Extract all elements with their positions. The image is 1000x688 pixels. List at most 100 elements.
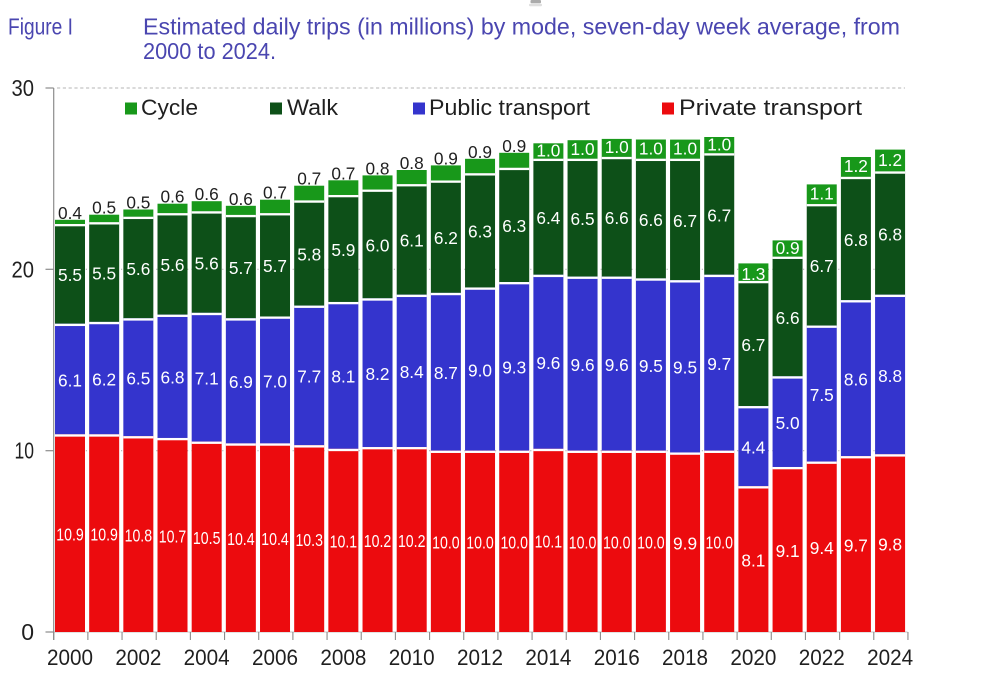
svg-text:2012: 2012: [457, 645, 503, 670]
svg-text:9.8: 9.8: [878, 534, 902, 554]
svg-text:5.6: 5.6: [195, 253, 219, 273]
svg-text:6.6: 6.6: [605, 208, 629, 228]
svg-text:0.8: 0.8: [366, 158, 390, 178]
svg-text:6.6: 6.6: [639, 210, 663, 230]
svg-text:7.0: 7.0: [263, 371, 287, 391]
svg-text:10.1: 10.1: [535, 532, 563, 552]
svg-text:10.0: 10.0: [500, 533, 528, 553]
svg-text:6.1: 6.1: [58, 370, 82, 390]
svg-text:0.6: 0.6: [161, 187, 185, 207]
svg-text:8.6: 8.6: [844, 369, 868, 389]
svg-text:20: 20: [12, 256, 35, 282]
svg-text:10.5: 10.5: [193, 528, 221, 548]
svg-text:10.0: 10.0: [466, 533, 494, 553]
svg-text:10.0: 10.0: [603, 533, 631, 553]
svg-text:10.1: 10.1: [330, 532, 358, 552]
svg-text:1.0: 1.0: [673, 138, 697, 158]
svg-text:5.9: 5.9: [331, 240, 355, 260]
svg-text:6.8: 6.8: [844, 230, 868, 250]
svg-text:0.9: 0.9: [502, 136, 526, 156]
svg-text:Figure I: Figure I: [8, 14, 73, 40]
svg-text:9.9: 9.9: [673, 534, 697, 554]
svg-text:5.8: 5.8: [297, 244, 321, 264]
svg-text:0.9: 0.9: [434, 148, 458, 168]
svg-text:5.6: 5.6: [161, 255, 185, 275]
svg-text:2004: 2004: [184, 645, 230, 670]
svg-text:6.7: 6.7: [741, 335, 765, 355]
svg-text:10.0: 10.0: [569, 533, 597, 553]
svg-text:6.2: 6.2: [434, 228, 458, 248]
svg-text:0.9: 0.9: [776, 238, 800, 258]
svg-text:10: 10: [15, 438, 35, 464]
svg-text:2020: 2020: [730, 645, 776, 670]
svg-text:10.0: 10.0: [637, 533, 665, 553]
svg-text:Cycle: Cycle: [141, 95, 198, 120]
svg-text:2008: 2008: [320, 645, 366, 670]
svg-text:0.4: 0.4: [58, 203, 82, 223]
svg-text:6.4: 6.4: [536, 208, 560, 228]
svg-text:7.5: 7.5: [810, 385, 834, 405]
svg-text:6.8: 6.8: [161, 368, 185, 388]
svg-text:1.2: 1.2: [844, 156, 868, 176]
svg-text:6.9: 6.9: [229, 372, 253, 392]
svg-text:9.6: 9.6: [571, 355, 595, 375]
svg-text:2016: 2016: [594, 645, 640, 670]
svg-text:6.5: 6.5: [126, 369, 150, 389]
svg-text:0.9: 0.9: [468, 142, 492, 162]
svg-text:6.1: 6.1: [400, 231, 424, 251]
svg-text:10.3: 10.3: [295, 530, 323, 550]
svg-text:10.9: 10.9: [56, 524, 84, 544]
svg-text:2018: 2018: [662, 645, 708, 670]
svg-text:Walk: Walk: [287, 95, 339, 120]
svg-text:5.7: 5.7: [263, 256, 287, 276]
svg-text:2000: 2000: [47, 645, 93, 670]
svg-text:2000 to 2024.: 2000 to 2024.: [143, 38, 276, 64]
svg-text:10.7: 10.7: [159, 526, 187, 546]
svg-text:10.4: 10.4: [227, 529, 255, 549]
svg-text:1.0: 1.0: [639, 138, 663, 158]
svg-text:1.0: 1.0: [605, 137, 629, 157]
svg-text:1.3: 1.3: [741, 264, 765, 284]
svg-text:7.1: 7.1: [195, 369, 219, 389]
svg-text:2006: 2006: [252, 645, 298, 670]
svg-text:7.7: 7.7: [297, 367, 321, 387]
svg-text:30: 30: [12, 75, 35, 101]
svg-text:6.3: 6.3: [468, 222, 492, 242]
svg-text:1.0: 1.0: [707, 134, 731, 154]
svg-text:6.7: 6.7: [707, 205, 731, 225]
svg-text:0.6: 0.6: [195, 184, 219, 204]
svg-text:0.7: 0.7: [297, 169, 321, 189]
svg-text:9.5: 9.5: [673, 358, 697, 378]
svg-text:Private transport: Private transport: [679, 95, 862, 120]
svg-text:8.1: 8.1: [741, 550, 765, 570]
svg-text:8.1: 8.1: [331, 367, 355, 387]
svg-text:1.2: 1.2: [878, 150, 902, 170]
svg-text:8.8: 8.8: [878, 366, 902, 386]
svg-text:9.5: 9.5: [639, 356, 663, 376]
svg-text:0.8: 0.8: [400, 153, 424, 173]
svg-text:9.6: 9.6: [605, 355, 629, 375]
svg-text:6.7: 6.7: [810, 256, 834, 276]
svg-text:10.0: 10.0: [705, 533, 733, 553]
svg-text:6.2: 6.2: [92, 369, 116, 389]
svg-text:6.0: 6.0: [366, 235, 390, 255]
svg-text:2010: 2010: [389, 645, 435, 670]
svg-text:0.7: 0.7: [331, 163, 355, 183]
svg-text:10.0: 10.0: [432, 533, 460, 553]
svg-text:10.4: 10.4: [261, 529, 289, 549]
svg-text:2002: 2002: [115, 645, 161, 670]
svg-text:5.5: 5.5: [92, 263, 116, 283]
svg-text:10.2: 10.2: [364, 531, 392, 551]
svg-text:9.1: 9.1: [776, 541, 800, 561]
svg-text:6.7: 6.7: [673, 211, 697, 231]
svg-text:6.5: 6.5: [571, 209, 595, 229]
svg-text:8.4: 8.4: [400, 362, 424, 382]
svg-text:10.9: 10.9: [90, 524, 118, 544]
svg-text:0.5: 0.5: [126, 193, 150, 213]
svg-text:5.6: 5.6: [126, 259, 150, 279]
svg-text:1.0: 1.0: [536, 140, 560, 160]
svg-text:2022: 2022: [799, 645, 845, 670]
svg-text:6.6: 6.6: [776, 308, 800, 328]
svg-text:8.7: 8.7: [434, 363, 458, 383]
svg-text:9.7: 9.7: [844, 535, 868, 555]
